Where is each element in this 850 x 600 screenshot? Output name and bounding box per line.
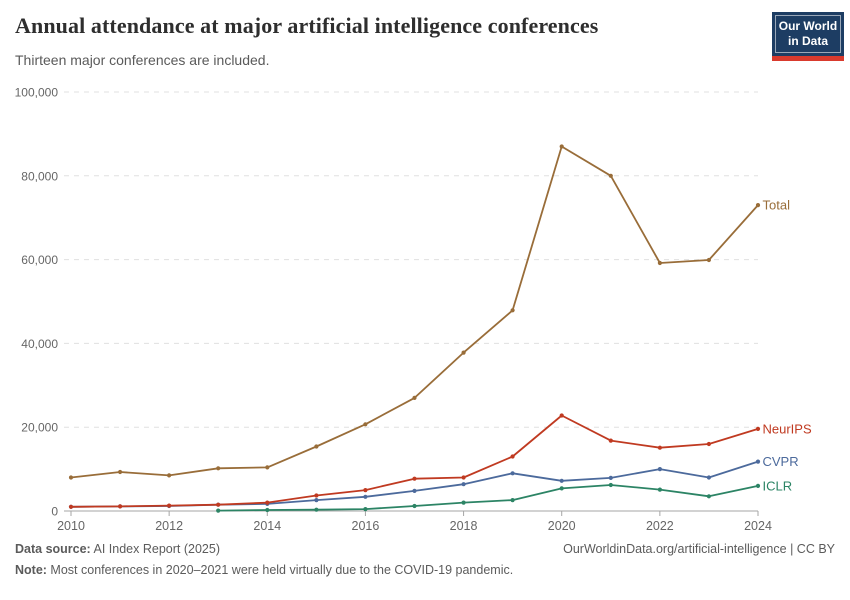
series-point-total [167,473,172,478]
chart-footer: Data source: AI Index Report (2025) OurW… [15,542,835,577]
owid-logo-text: Our World in Data [775,15,841,53]
series-point-total [265,465,270,470]
y-tick-label-80000: 80,000 [21,169,58,183]
data-source-line: Data source: AI Index Report (2025) [15,542,220,556]
series-label-cvpr[interactable]: CVPR [763,454,799,469]
series-point-neurips [706,441,712,447]
series-point-cvpr [657,467,663,472]
series-point-neurips [216,502,221,507]
series-line-total[interactable] [70,145,759,479]
series-point-iclr [559,486,564,491]
series-point-neurips [68,504,74,509]
series-point-total [363,422,368,427]
series-point-total [559,144,564,149]
note-value: Most conferences in 2020–2021 were held … [46,563,514,577]
y-tick-label-20000: 20,000 [21,421,58,435]
series-point-total [755,203,761,208]
series-point-iclr [412,503,417,509]
series-point-neurips [412,476,417,481]
series-point-cvpr [314,498,319,503]
y-tick-label-100000: 100,000 [15,86,59,100]
series-point-iclr [265,507,270,513]
series-line-iclr[interactable] [217,484,759,512]
series-point-total [68,475,74,480]
series-point-neurips [265,500,270,505]
data-source-label: Data source: [15,542,91,556]
series-point-iclr [314,507,319,512]
series-point-neurips [559,413,564,418]
series-point-cvpr [706,475,712,480]
x-tick-label-2020: 2020 [548,519,576,533]
x-tick-label-2024: 2024 [744,519,772,533]
chart-subtitle: Thirteen major conferences are included. [15,52,270,68]
series-line-neurips[interactable] [70,414,759,508]
x-tick-label-2014: 2014 [253,519,281,533]
series-point-iclr [363,507,368,512]
series-point-neurips [461,475,466,480]
series-point-total [461,350,466,355]
logo-line-1: Our World [778,19,838,33]
series-point-cvpr [461,482,466,487]
y-tick-label-0: 0 [51,505,58,519]
series-point-neurips [608,438,613,443]
series-point-iclr [216,508,221,513]
series-point-cvpr [363,494,368,499]
series-point-total [657,260,663,266]
series-point-neurips [167,503,172,508]
x-tick-label-2018: 2018 [450,519,478,533]
series-point-total [412,395,417,400]
series-point-cvpr [510,471,515,476]
attribution-separator: | [786,542,797,556]
y-tick-label-40000: 40,000 [21,337,58,351]
series-point-iclr [706,494,712,499]
series-line-cvpr[interactable] [70,460,759,508]
series-point-iclr [461,500,466,505]
series-point-neurips [510,454,515,459]
series-point-total [510,308,515,313]
series-point-cvpr [755,459,761,464]
series-point-neurips [118,504,123,509]
series-point-iclr [608,482,613,488]
series-point-total [706,257,712,263]
series-point-total [118,469,123,475]
series-point-total [314,444,319,449]
series-point-total [216,466,221,471]
note-line: Note: Most conferences in 2020–2021 were… [15,563,835,577]
x-tick-label-2016: 2016 [352,519,380,533]
page-title: Annual attendance at major artificial in… [15,13,599,38]
series-label-iclr[interactable]: ICLR [763,478,793,493]
series-point-iclr [755,483,761,488]
x-tick-label-2022: 2022 [646,519,674,533]
series-label-total[interactable]: Total [763,198,791,213]
series-point-neurips [314,493,319,498]
attribution-line: OurWorldinData.org/artificial-intelligen… [563,542,835,556]
x-tick-label-2012: 2012 [155,519,183,533]
series-point-cvpr [608,475,613,480]
license-link[interactable]: CC BY [796,542,835,556]
owid-logo[interactable]: Our World in Data [772,12,844,61]
series-point-cvpr [559,478,564,483]
series-point-neurips [363,488,368,493]
logo-line-2: in Data [787,34,828,48]
y-tick-label-60000: 60,000 [21,253,58,267]
series-point-cvpr [412,488,417,493]
logo-red-bar [772,56,844,61]
series-point-iclr [510,498,515,503]
series-point-neurips [657,445,663,450]
series-point-neurips [755,426,761,431]
series-point-total [608,173,613,178]
x-tick-label-2010: 2010 [57,519,85,533]
owid-url-link[interactable]: OurWorldinData.org/artificial-intelligen… [563,542,787,556]
note-label: Note: [15,563,47,577]
series-point-iclr [657,487,663,492]
series-label-neurips[interactable]: NeurIPS [763,421,812,436]
data-source-value: AI Index Report (2025) [90,542,220,556]
